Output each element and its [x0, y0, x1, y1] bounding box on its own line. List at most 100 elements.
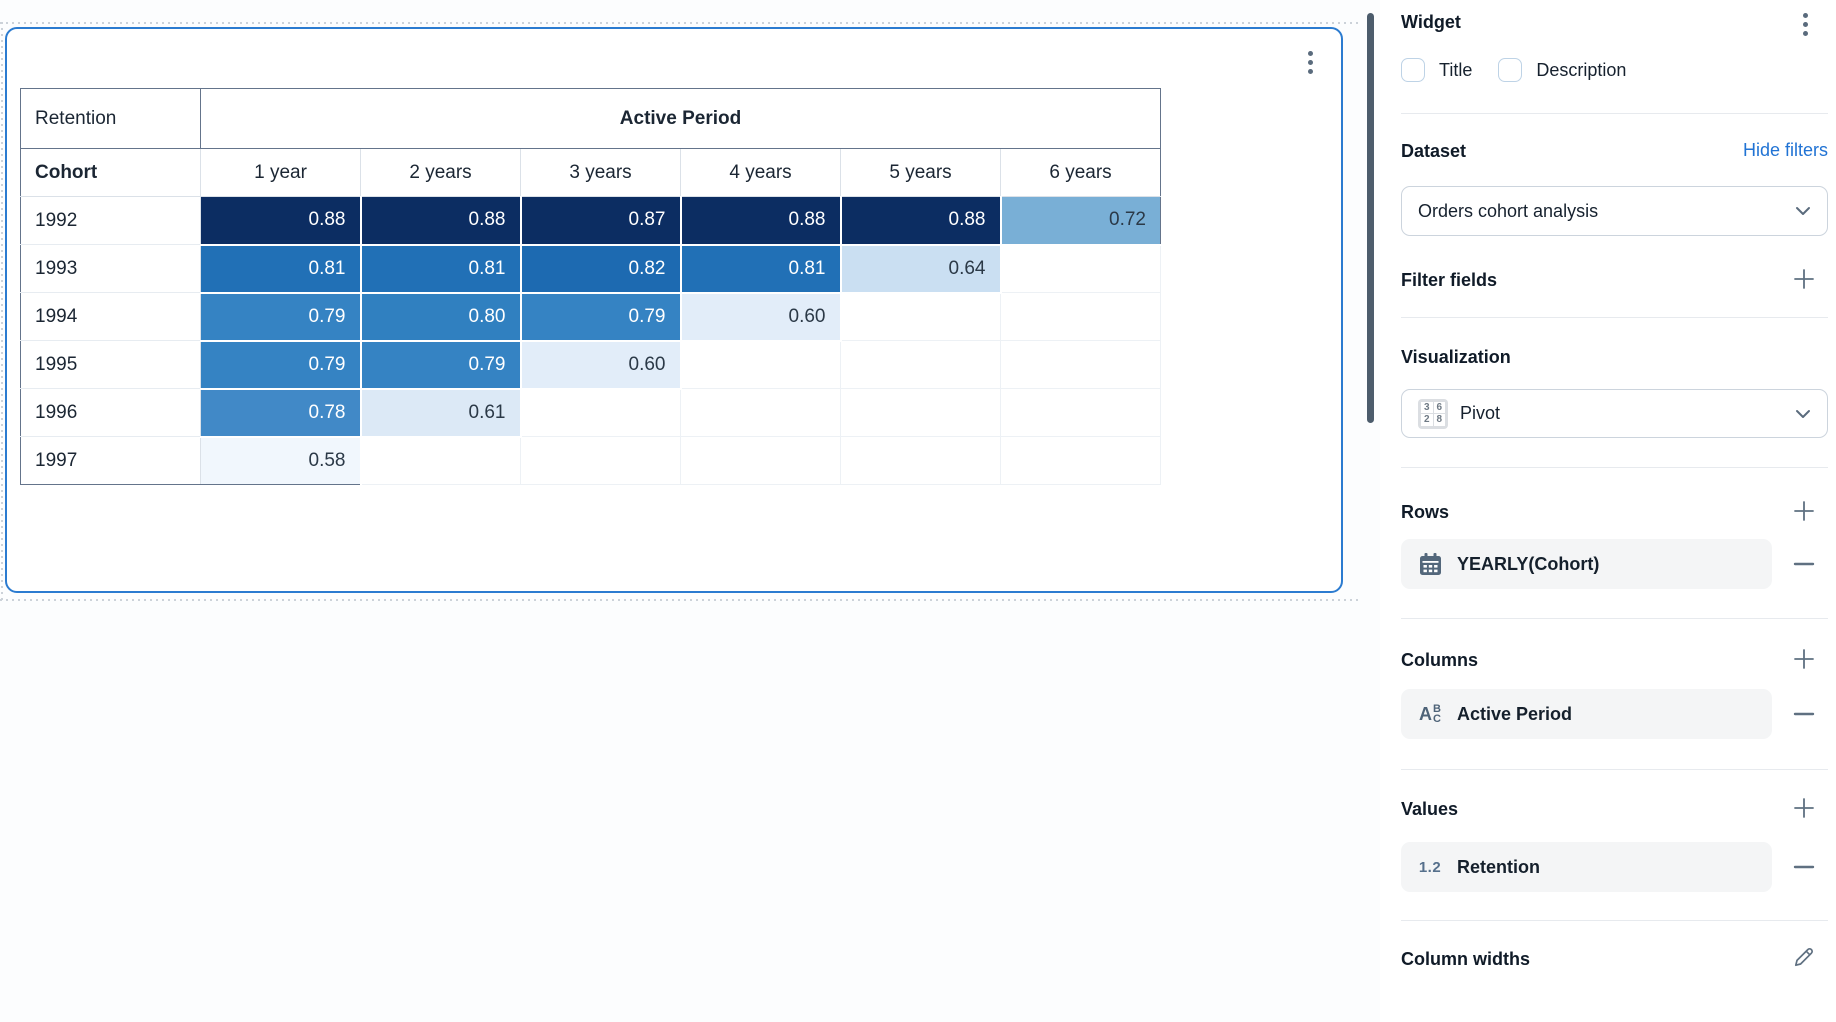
pivot-widget[interactable]: Retention Active Period Cohort 1 year 2 …	[5, 27, 1343, 593]
rows-heading: Rows	[1401, 502, 1450, 522]
dashboard-canvas: Retention Active Period Cohort 1 year 2 …	[0, 22, 1362, 601]
value-cell: 0.60	[520, 340, 682, 390]
chevron-down-icon	[1795, 206, 1811, 216]
value-cell	[520, 436, 681, 485]
divider	[1401, 769, 1828, 770]
value-cell: 0.79	[200, 340, 362, 390]
divider	[1401, 618, 1828, 619]
table-group-header-row: Retention Active Period	[20, 88, 1161, 149]
edit-column-widths-button[interactable]	[1793, 946, 1815, 968]
column-header: 1 year	[200, 148, 361, 197]
row-label: 1992	[20, 196, 201, 245]
dataset-selected-value: Orders cohort analysis	[1418, 200, 1599, 221]
rows-field-pill[interactable]: YEARLY(Cohort)	[1401, 539, 1772, 589]
row-label: 1995	[20, 340, 201, 389]
grid-dotted-line	[1, 22, 3, 601]
value-cell: 0.88	[360, 196, 522, 246]
value-cell: 0.72	[1000, 196, 1161, 246]
remove-value-button[interactable]	[1793, 856, 1815, 878]
grid-dotted-line	[0, 599, 1362, 601]
values-heading: Values	[1401, 799, 1459, 819]
value-cell: 0.88	[680, 196, 842, 246]
row-label: 1994	[20, 292, 201, 341]
dataset-heading: Dataset	[1401, 141, 1467, 161]
rows-field-label: YEARLY(Cohort)	[1457, 553, 1600, 574]
measure-label: Retention	[20, 88, 201, 149]
hide-filters-link[interactable]: Hide filters	[1742, 140, 1828, 160]
divider	[1401, 467, 1828, 468]
columns-field-label: Active Period	[1457, 703, 1573, 724]
column-header: 2 years	[360, 148, 521, 197]
value-cell: 0.81	[360, 244, 522, 294]
title-description-toggles: Title Description	[1401, 57, 1652, 83]
remove-row-button[interactable]	[1793, 553, 1815, 575]
value-cell	[840, 340, 1001, 389]
table-row: 1993 0.81 0.81 0.82 0.81 0.64	[20, 244, 1161, 294]
column-header: 6 years	[1000, 148, 1161, 197]
sidebar-scrollbar[interactable]	[1367, 13, 1374, 423]
columns-heading: Columns	[1401, 650, 1479, 670]
column-header: 5 years	[840, 148, 1001, 197]
value-cell: 0.88	[200, 196, 362, 246]
description-checkbox-label: Description	[1536, 59, 1627, 80]
value-cell: 0.81	[200, 244, 362, 294]
calendar-icon	[1415, 551, 1445, 578]
title-checkbox[interactable]	[1401, 58, 1425, 82]
divider	[1401, 317, 1828, 318]
value-cell	[840, 292, 1001, 341]
value-cell: 0.64	[840, 244, 1002, 294]
value-cell	[680, 388, 841, 437]
table-row: 1997 0.58	[20, 436, 1161, 485]
row-label: 1996	[20, 388, 201, 437]
column-widths-heading: Column widths	[1401, 949, 1530, 969]
value-cell	[1000, 436, 1161, 485]
value-cell	[1000, 388, 1161, 437]
values-field-label: Retention	[1457, 856, 1540, 877]
column-header: 4 years	[680, 148, 841, 197]
value-cell	[680, 436, 841, 485]
add-column-button[interactable]	[1793, 648, 1815, 670]
dataset-select[interactable]: Orders cohort analysis	[1401, 186, 1828, 236]
add-filter-field-button[interactable]	[1793, 268, 1815, 290]
value-cell	[520, 388, 681, 437]
row-label: 1997	[20, 436, 201, 485]
grid-dotted-line	[0, 22, 1362, 24]
numeric-field-icon: 1.2	[1418, 858, 1442, 876]
value-cell	[680, 340, 841, 389]
value-cell	[840, 436, 1001, 485]
value-cell: 0.81	[680, 244, 842, 294]
table-row: 1992 0.88 0.88 0.87 0.88 0.88 0.72	[20, 196, 1161, 246]
values-field-pill[interactable]: 1.2 Retention	[1401, 842, 1772, 892]
value-cell: 0.87	[520, 196, 682, 246]
value-cell: 0.61	[360, 388, 522, 438]
visualization-selected-value: Pivot	[1460, 403, 1501, 423]
value-cell: 0.79	[520, 292, 682, 342]
value-cell: 0.79	[200, 292, 362, 342]
value-cell: 0.80	[360, 292, 522, 342]
value-cell: 0.58	[200, 436, 362, 485]
value-cell	[1000, 244, 1161, 293]
divider	[1401, 920, 1828, 921]
add-row-button[interactable]	[1793, 500, 1815, 522]
table-header-row: Cohort 1 year 2 years 3 years 4 years 5 …	[20, 148, 1161, 197]
add-value-button[interactable]	[1793, 797, 1815, 819]
table-row: 1995 0.79 0.79 0.60	[20, 340, 1161, 390]
table-row: 1994 0.79 0.80 0.79 0.60	[20, 292, 1161, 342]
panel-kebab-menu-icon[interactable]	[1801, 11, 1810, 38]
value-cell: 0.78	[200, 388, 362, 438]
row-label: 1993	[20, 244, 201, 293]
remove-column-button[interactable]	[1793, 703, 1815, 725]
visualization-heading: Visualization	[1401, 347, 1511, 367]
value-cell: 0.88	[840, 196, 1002, 246]
description-checkbox[interactable]	[1498, 58, 1523, 82]
widget-kebab-menu-icon[interactable]	[1306, 49, 1315, 76]
column-header: 3 years	[520, 148, 681, 197]
pivot-table: Retention Active Period Cohort 1 year 2 …	[20, 88, 1161, 485]
value-cell: 0.79	[360, 340, 522, 390]
column-group-label: Active Period	[200, 88, 1161, 149]
value-cell: 0.60	[680, 292, 842, 342]
filter-fields-heading: Filter fields	[1401, 270, 1498, 290]
